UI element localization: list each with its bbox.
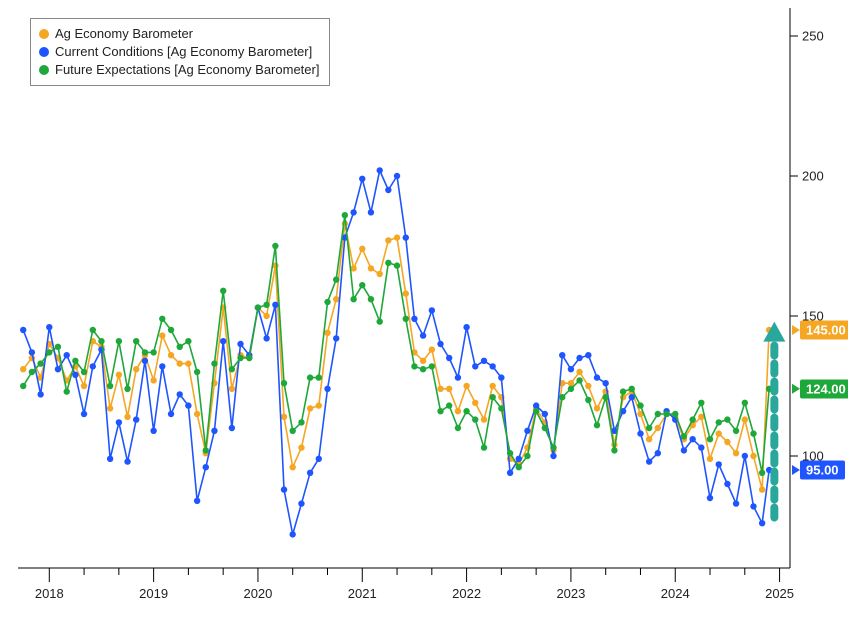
chart-svg (0, 0, 848, 629)
legend-label: Ag Economy Barometer (55, 25, 193, 43)
x-tick-label: 2023 (556, 586, 585, 601)
x-tick-label: 2024 (661, 586, 690, 601)
x-tick-label: 2020 (243, 586, 272, 601)
x-axis-labels: 2018 2019 2020 2021 2022 2023 2024 2025 (0, 586, 848, 616)
legend: Ag Economy BarometerCurrent Conditions [… (30, 18, 330, 86)
y-tick-label: 200 (802, 169, 824, 184)
x-tick-label: 2019 (139, 586, 168, 601)
x-tick-label: 2021 (348, 586, 377, 601)
legend-item: Current Conditions [Ag Economy Barometer… (39, 43, 319, 61)
legend-item: Future Expectations [Ag Economy Baromete… (39, 61, 319, 79)
legend-label: Current Conditions [Ag Economy Barometer… (55, 43, 312, 61)
series-end-value-badge: 95.00 (800, 461, 845, 480)
chart-container: Ag Economy BarometerCurrent Conditions [… (0, 0, 848, 629)
x-tick-label: 2025 (765, 586, 794, 601)
legend-marker-icon (39, 47, 49, 57)
x-tick-label: 2018 (35, 586, 64, 601)
x-tick-label: 2022 (452, 586, 481, 601)
y-tick-label: 250 (802, 29, 824, 44)
series-end-value-badge: 124.00 (800, 379, 848, 398)
series-end-value-badge: 145.00 (800, 321, 848, 340)
legend-label: Future Expectations [Ag Economy Baromete… (55, 61, 319, 79)
legend-item: Ag Economy Barometer (39, 25, 319, 43)
legend-marker-icon (39, 29, 49, 39)
legend-marker-icon (39, 65, 49, 75)
